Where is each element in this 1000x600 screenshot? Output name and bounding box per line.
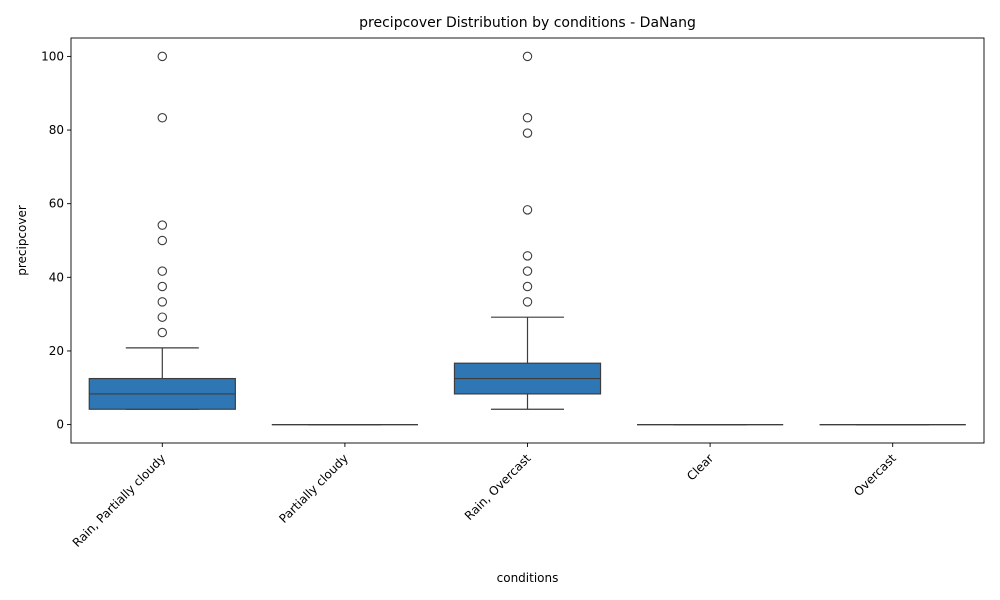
- outlier-point: [157, 113, 168, 123]
- x-tick-label: Partially cloudy: [276, 451, 351, 526]
- outlier-point: [522, 266, 533, 276]
- outlier-point: [157, 220, 168, 230]
- outlier-point: [522, 128, 533, 138]
- x-tick-label: Rain, Overcast: [462, 451, 534, 523]
- outlier-point: [157, 235, 168, 246]
- outlier-point: [157, 266, 168, 276]
- y-tick-label: 0: [56, 418, 64, 432]
- outlier-point: [157, 312, 168, 322]
- outlier-point: [522, 113, 533, 123]
- outlier-point: [522, 251, 533, 261]
- outlier-point: [522, 205, 533, 215]
- outlier-point: [157, 327, 168, 338]
- y-tick-label: 40: [49, 270, 64, 284]
- y-tick-label: 80: [49, 123, 64, 137]
- x-tick-label: Clear: [684, 451, 716, 483]
- x-tick-label: Rain, Partially cloudy: [70, 451, 169, 550]
- chart-title: precipcover Distribution by conditions -…: [359, 15, 696, 31]
- outlier-point: [157, 51, 168, 62]
- y-tick-label: 60: [49, 197, 64, 211]
- plot-frame: [70, 37, 985, 444]
- outlier-point: [522, 281, 533, 292]
- outlier-point: [157, 281, 168, 292]
- y-tick-label: 20: [49, 344, 64, 358]
- outlier-point: [522, 51, 533, 62]
- x-axis-title: conditions: [497, 571, 559, 585]
- outlier-point: [157, 297, 168, 307]
- y-tick-label: 100: [41, 49, 64, 63]
- outlier-point: [522, 297, 533, 307]
- x-tick-label: Overcast: [851, 451, 899, 499]
- y-axis-title: precipcover: [15, 205, 29, 276]
